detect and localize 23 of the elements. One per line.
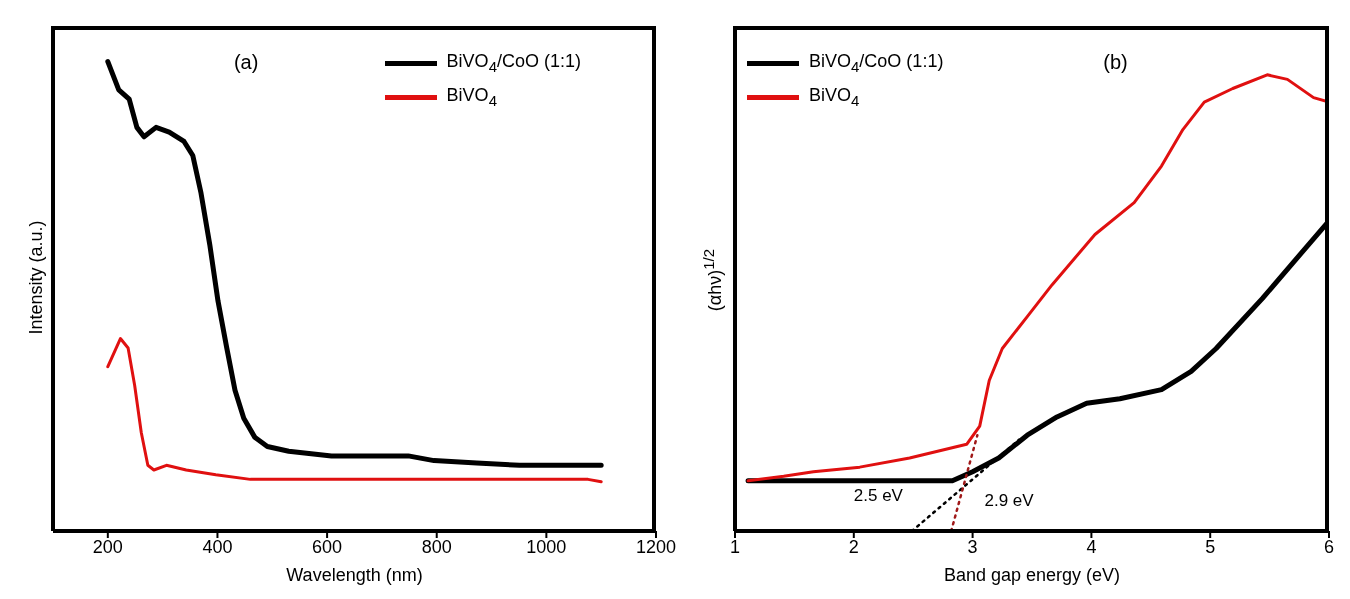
x-axis-title: Wavelength (nm): [285, 565, 424, 586]
legend-label: BiVO$_{4}$: [809, 85, 860, 109]
x-tick-label: 600: [312, 536, 343, 557]
legend-label: BiVO$_{4}$: [446, 85, 497, 109]
x-tick-label: 1000: [526, 536, 567, 557]
x-tick-label: 1: [729, 536, 741, 557]
x-tick-label: 5: [1205, 536, 1216, 557]
legend-label: BiVO$_{4}$/CoO (1:1): [446, 51, 581, 75]
x-tick-label: 400: [202, 536, 233, 557]
y-axis-title: Intensity (a.u.): [25, 219, 46, 337]
annotation: 2.9 eV: [984, 490, 1034, 511]
x-tick-label: 800: [421, 536, 452, 557]
x-tick-label: 1200: [635, 536, 677, 557]
annotation: 2.5 eV: [853, 485, 903, 506]
x-tick-label: 2: [848, 536, 859, 557]
x-axis-title: Band gap energy (eV): [942, 565, 1122, 586]
x-tick-label: 200: [92, 536, 123, 557]
x-tick-label: 6: [1323, 536, 1335, 557]
x-tick-label: 4: [1086, 536, 1097, 557]
text: (b): [1103, 51, 1128, 75]
legend-label: BiVO$_{4}$/CoO (1:1): [809, 51, 944, 75]
x-tick-label: 3: [967, 536, 978, 557]
annotation: (a): [233, 51, 259, 75]
